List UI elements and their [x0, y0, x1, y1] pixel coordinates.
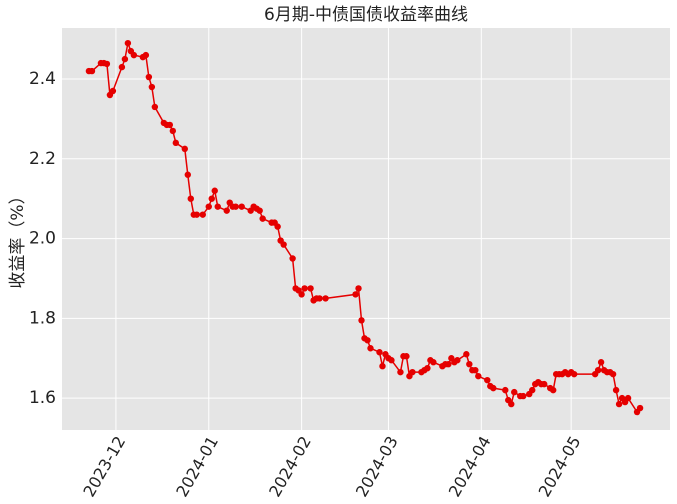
- data-point: [484, 376, 491, 384]
- data-point: [124, 39, 132, 47]
- data-point: [289, 255, 296, 262]
- data-point: [355, 285, 362, 292]
- data-point: [307, 285, 314, 292]
- data-point: [609, 370, 617, 378]
- y-tick-label: 2.0: [29, 229, 56, 249]
- data-point: [615, 400, 623, 408]
- x-tick-label: 2024-01: [172, 433, 222, 500]
- data-point: [636, 404, 644, 412]
- data-point: [376, 349, 383, 356]
- data-point: [529, 386, 536, 394]
- y-tick-label: 1.6: [29, 388, 56, 408]
- data-point: [454, 357, 461, 364]
- data-point: [103, 60, 111, 68]
- data-point: [181, 145, 188, 153]
- data-point: [172, 139, 180, 147]
- data-point: [214, 203, 221, 210]
- data-point: [594, 366, 602, 374]
- chart-title: 6月期-中债国债收益率曲线: [264, 5, 468, 25]
- data-point: [364, 337, 371, 344]
- data-point: [352, 291, 359, 298]
- data-point: [430, 359, 437, 366]
- data-point: [409, 368, 416, 376]
- data-point: [184, 171, 191, 178]
- y-tick-label: 2.4: [29, 69, 56, 89]
- data-point: [466, 360, 473, 368]
- data-point: [379, 362, 386, 370]
- data-point: [463, 351, 470, 358]
- data-point: [259, 215, 266, 222]
- data-point: [199, 211, 206, 218]
- data-point: [424, 364, 431, 372]
- data-point: [223, 207, 230, 214]
- data-point: [624, 394, 632, 402]
- y-tick-label: 2.2: [29, 149, 56, 169]
- data-point: [511, 388, 518, 396]
- x-tick-label: 2023-12: [79, 433, 129, 500]
- data-point: [445, 360, 452, 368]
- data-point: [403, 353, 410, 360]
- data-point: [256, 207, 263, 214]
- x-tick-label: 2024-02: [265, 433, 315, 500]
- data-point: [118, 63, 126, 71]
- data-point: [109, 87, 117, 95]
- data-point: [612, 386, 620, 394]
- data-point: [130, 51, 138, 59]
- data-point: [187, 195, 194, 202]
- y-axis-label: 收益率（%）: [8, 187, 28, 288]
- data-point: [298, 291, 305, 298]
- data-point: [508, 400, 515, 408]
- x-tick-label: 2024-03: [352, 433, 402, 500]
- data-point: [121, 55, 129, 63]
- data-point: [280, 241, 287, 248]
- data-point: [151, 103, 159, 111]
- data-point: [274, 223, 281, 230]
- data-point: [148, 83, 156, 91]
- data-point: [549, 386, 557, 394]
- data-point: [169, 127, 177, 135]
- data-point: [472, 366, 479, 374]
- data-point: [322, 295, 329, 302]
- y-tick-label: 1.8: [29, 308, 56, 328]
- data-point: [166, 121, 174, 129]
- data-point: [358, 317, 365, 324]
- data-point: [490, 384, 497, 392]
- data-point: [475, 372, 482, 380]
- data-point: [502, 386, 509, 394]
- data-point: [597, 359, 605, 366]
- data-point: [88, 67, 96, 75]
- x-tick-label: 2024-04: [445, 433, 495, 500]
- data-point: [570, 370, 578, 378]
- x-tick-label: 2024-05: [535, 433, 585, 500]
- data-point: [301, 285, 308, 292]
- data-point: [208, 195, 215, 202]
- data-point: [388, 357, 395, 364]
- plot-area: [62, 28, 670, 430]
- data-point: [316, 295, 323, 302]
- data-point: [145, 73, 153, 81]
- data-point: [193, 211, 200, 218]
- data-point: [238, 203, 245, 210]
- data-point: [211, 187, 218, 194]
- data-point: [397, 368, 404, 376]
- data-point: [142, 51, 150, 59]
- data-point: [232, 203, 239, 210]
- data-point: [520, 392, 527, 400]
- data-point: [205, 203, 212, 210]
- data-point: [367, 345, 374, 352]
- data-point: [541, 380, 548, 388]
